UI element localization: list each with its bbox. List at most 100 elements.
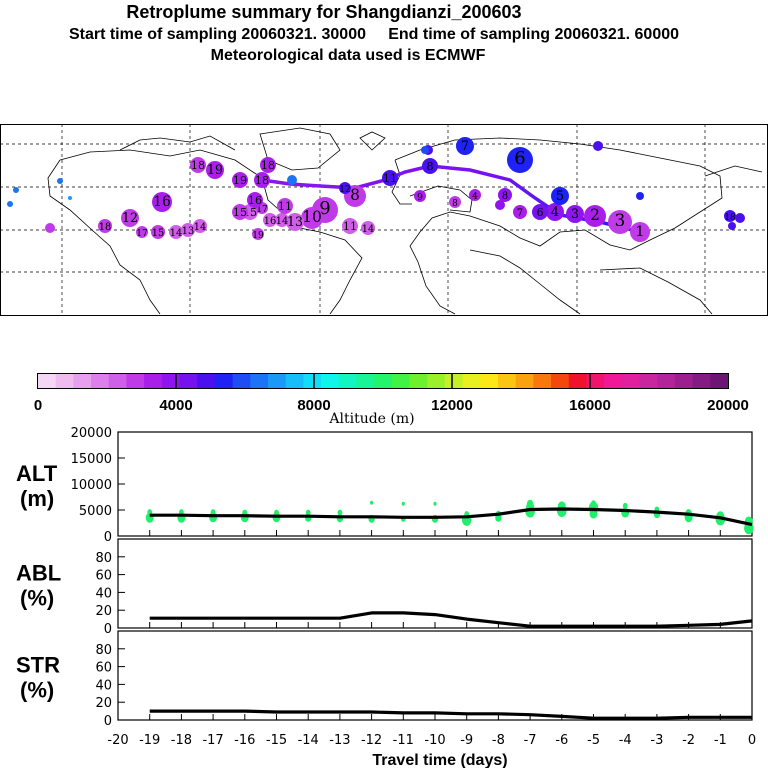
plume-day-label: 8	[350, 186, 360, 204]
plume-cluster-dot	[45, 223, 55, 233]
panel-frame	[117, 630, 753, 721]
colorbar-swatch	[285, 374, 304, 388]
panel-ylabel: ALT	[16, 461, 58, 486]
plume-day-label: 13	[182, 226, 194, 237]
plume-day-label: 12	[122, 210, 138, 225]
plume-cluster-dot	[608, 210, 632, 234]
plume-cluster-dot	[151, 225, 165, 239]
colorbar-swatch	[73, 374, 92, 388]
plume-cluster-dot	[254, 172, 270, 188]
plume-cluster-dot	[277, 198, 293, 214]
plume-cluster-dot	[286, 213, 304, 231]
y-tick-label: 60	[95, 569, 112, 584]
colorbar-swatch	[179, 374, 198, 388]
plume-day-label: 18	[261, 159, 275, 172]
y-tick-label: 40	[95, 678, 112, 693]
plume-cluster-dot	[7, 201, 13, 207]
plume-cluster-dot	[275, 213, 289, 227]
plume-cluster-dot	[121, 209, 139, 227]
plume-cluster-dot	[507, 147, 533, 173]
plume-day-label: 11	[343, 220, 357, 233]
plume-cluster-dot	[247, 192, 263, 208]
colorbar-swatch	[515, 374, 534, 388]
x-axis-label: Travel time (days)	[372, 752, 507, 768]
colorbar-tick-label: 8000	[297, 397, 330, 414]
plume-cluster-dot	[98, 219, 112, 233]
y-tick-label: 20	[95, 604, 112, 619]
plume-cluster-dot	[169, 225, 183, 239]
y-tick-label: 0	[104, 530, 112, 545]
y-tick-label: 80	[95, 643, 112, 658]
chart-title: Retroplume summary for Shangdianzi_20060…	[126, 2, 522, 22]
plume-day-label: 7	[461, 138, 469, 153]
colorbar-tick-label: 16000	[569, 397, 611, 414]
colorbar-swatch	[409, 374, 428, 388]
plume-day-label: 17	[136, 229, 148, 239]
colorbar-swatch	[533, 374, 552, 388]
colorbar-swatch	[462, 374, 481, 388]
colorbar-swatch	[356, 374, 375, 388]
plume-cluster-dot	[566, 205, 584, 223]
colorbar-swatch	[108, 374, 128, 388]
x-tick-label: -11	[393, 733, 414, 748]
altitude-colorbar: 0 4000 8000 12000 16000 20000 Altitude (m)	[34, 373, 749, 427]
plume-day-label: 11	[278, 200, 292, 213]
sampling-time-subtitle: Start time of sampling 20060321. 30000 E…	[68, 26, 680, 43]
plume-day-label: 10	[302, 208, 322, 226]
plume-day-label: 18	[255, 174, 269, 187]
plume-cluster-dot	[339, 182, 351, 194]
plume-cluster-dot	[68, 196, 72, 200]
plume-cluster-dot	[513, 205, 527, 219]
plume-day-label: 8	[426, 160, 433, 173]
x-tick-label: -1	[714, 733, 727, 748]
y-tick-label: 10000	[71, 478, 112, 493]
plume-cluster-dot	[593, 141, 603, 151]
y-tick-label: 80	[95, 551, 112, 566]
plume-day-label: 3	[615, 210, 626, 230]
plume-cluster-dot	[469, 189, 481, 201]
plume-cluster-dot	[382, 170, 398, 186]
panel-ylabel-unit: (%)	[20, 678, 54, 703]
plume-day-label: 19	[252, 231, 264, 241]
x-tick-label: -15	[266, 733, 287, 748]
plume-day-label: 1	[636, 224, 645, 240]
colorbar-swatch	[55, 374, 74, 388]
panel-ylabel-unit: (%)	[20, 586, 54, 611]
plume-cluster-dot	[498, 188, 512, 202]
colorbar-swatch	[197, 374, 216, 388]
colorbar-swatch	[480, 374, 499, 388]
plume-day-label: 16	[153, 194, 171, 210]
x-tick-label: -14	[298, 733, 319, 748]
altitude-scatter-point	[401, 501, 405, 506]
series-line	[149, 709, 752, 720]
colorbar-swatch	[144, 374, 163, 388]
colorbar-swatch	[621, 374, 641, 388]
plume-cluster-dot	[449, 196, 461, 208]
plume-day-label: 19	[233, 174, 247, 187]
altitude-scatter-point	[622, 502, 628, 509]
plume-cluster-dot	[584, 205, 606, 227]
colorbar-tick-label: 0	[34, 397, 42, 414]
colorbar-tick-label: 20000	[707, 397, 749, 414]
series-line	[149, 611, 753, 628]
panel-ylabel: STR	[16, 653, 60, 678]
plume-cluster-dot	[342, 218, 358, 234]
plume-day-label: 16	[248, 194, 262, 207]
plume-day-label: 9	[319, 198, 330, 219]
plume-day-label: 8	[502, 191, 508, 202]
colorbar-swatch	[568, 374, 588, 388]
colorbar-swatch	[427, 374, 446, 388]
plume-cluster-dot	[193, 219, 207, 233]
plume-day-label: 4	[551, 204, 559, 219]
colorbar-swatch	[374, 374, 393, 388]
altitude-scatter-point	[147, 509, 153, 516]
plume-day-label: 15	[233, 206, 247, 219]
plume-day-label: 6	[536, 206, 543, 219]
series-line	[149, 507, 753, 527]
plume-day-label: 6	[514, 148, 525, 169]
plume-cluster-dot	[152, 192, 172, 212]
plume-day-label: 14	[362, 224, 374, 235]
x-tick-label: -5	[587, 733, 600, 748]
